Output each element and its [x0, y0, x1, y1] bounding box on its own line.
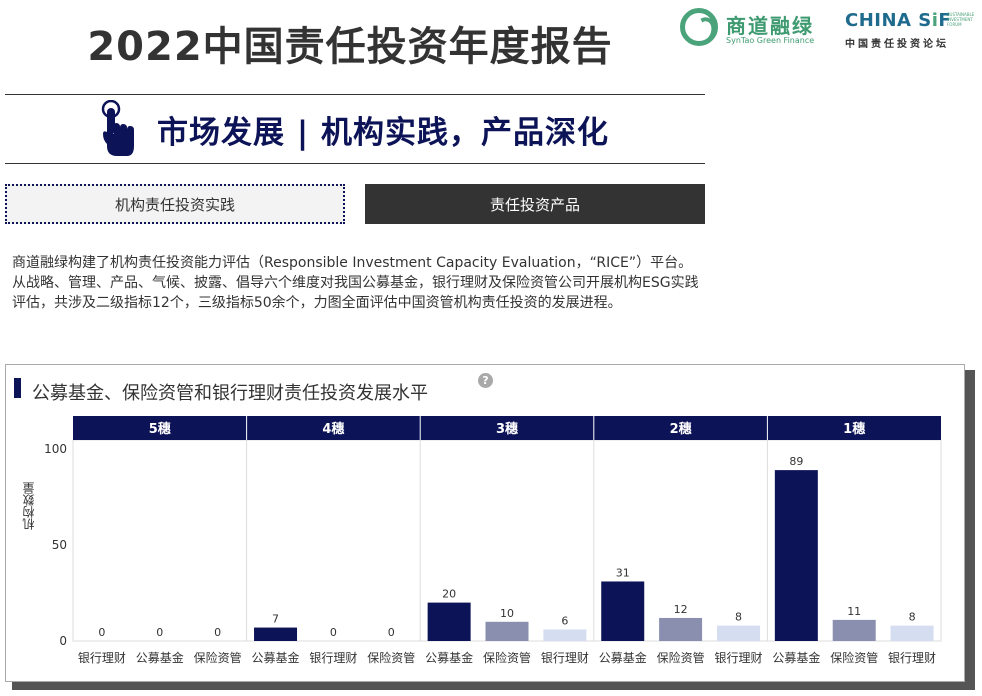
bar [427, 602, 471, 641]
bar-value-label: 10 [500, 607, 514, 620]
bar-value-label: 0 [156, 626, 163, 639]
x-tick-label: 银行理财 [309, 651, 357, 665]
x-tick-label: 银行理财 [541, 651, 589, 665]
x-tick-label: 公募基金 [599, 650, 647, 665]
help-icon[interactable]: ? [478, 373, 493, 388]
bar-value-label: 31 [616, 566, 630, 579]
china-sif-logo-tagline: SUSTAINABLE INVESTMENT FORUM [947, 12, 975, 27]
x-tick-label: 银行理财 [888, 651, 936, 665]
pointing-hand-icon [101, 100, 135, 156]
section-title: 市场发展 | 机构实践，产品深化 [157, 114, 609, 151]
group-header-label: 1穗 [843, 421, 865, 437]
group-header-label: 2穗 [670, 421, 692, 437]
bar-value-label: 12 [674, 603, 688, 616]
chart-title: 公募基金、保险资管和银行理财责任投资发展水平 [32, 383, 428, 404]
tab-institution-practice[interactable]: 机构责任投资实践 [5, 184, 345, 224]
chart-title-accent [14, 378, 21, 398]
bar-value-label: 7 [272, 613, 279, 626]
section-header: 市场发展 | 机构实践，产品深化 [5, 96, 705, 162]
china-sif-logo-subtitle: 中国责任投资论坛 [845, 39, 949, 50]
bar [890, 625, 934, 641]
bar-value-label: 20 [442, 588, 456, 601]
group-header-label: 3穗 [496, 421, 518, 437]
bar [659, 617, 703, 641]
bar-value-label: 11 [847, 605, 861, 618]
bar [716, 625, 760, 641]
bar [254, 627, 298, 641]
bar-value-label: 6 [561, 614, 568, 627]
y-tick-label: 50 [52, 538, 67, 552]
y-tick-label: 100 [44, 442, 67, 456]
x-tick-label: 保险资管 [830, 650, 878, 665]
group-header [767, 416, 941, 440]
syntao-logo-icon [680, 8, 718, 46]
description-text: 商道融绿构建了机构责任投资能力评估（Responsible Investment… [12, 255, 699, 311]
bar [601, 581, 645, 641]
tab-investment-products[interactable]: 责任投资产品 [365, 184, 705, 224]
x-tick-label: 保险资管 [657, 650, 705, 665]
y-tick-label: 0 [59, 634, 67, 648]
bar-value-label: 0 [98, 626, 105, 639]
bar [774, 470, 818, 641]
divider-top [5, 94, 705, 95]
syntao-logo: 商道融绿 SynTao Green Finance [680, 6, 830, 50]
bar [832, 619, 876, 641]
divider-bottom [5, 163, 705, 164]
x-tick-label: 保险资管 [483, 650, 531, 665]
bar-value-label: 89 [789, 455, 803, 468]
group-header [593, 416, 768, 440]
x-tick-label: 保险资管 [367, 650, 415, 665]
group-header-label: 4穗 [322, 421, 344, 437]
syntao-logo-name: 商道融绿 [726, 14, 814, 38]
x-tick-label: 公募基金 [136, 650, 184, 665]
bar-value-label: 0 [214, 626, 221, 639]
bar-value-label: 0 [388, 626, 395, 639]
group-header [420, 416, 594, 440]
report-title: 2022中国责任投资年度报告 [87, 24, 613, 70]
bar [543, 629, 587, 641]
x-tick-label: 银行理财 [78, 651, 126, 665]
bar-value-label: 8 [735, 611, 742, 624]
syntao-logo-english: SynTao Green Finance [726, 36, 815, 45]
china-sif-logo: CHINA SiF SUSTAINABLE INVESTMENT FORUM 中… [845, 10, 977, 50]
group-header [73, 416, 247, 440]
china-sif-logo-name: CHINA SiF [845, 10, 952, 31]
bar-value-label: 0 [330, 626, 337, 639]
group-header-label: 5穗 [149, 421, 171, 437]
bar-value-label: 8 [909, 611, 916, 624]
x-tick-label: 公募基金 [772, 650, 820, 665]
x-tick-label: 保险资管 [194, 650, 242, 665]
x-tick-label: 公募基金 [252, 650, 300, 665]
x-tick-label: 银行理财 [714, 651, 762, 665]
x-tick-label: 公募基金 [425, 650, 473, 665]
group-header [246, 416, 421, 440]
bar [485, 621, 529, 641]
